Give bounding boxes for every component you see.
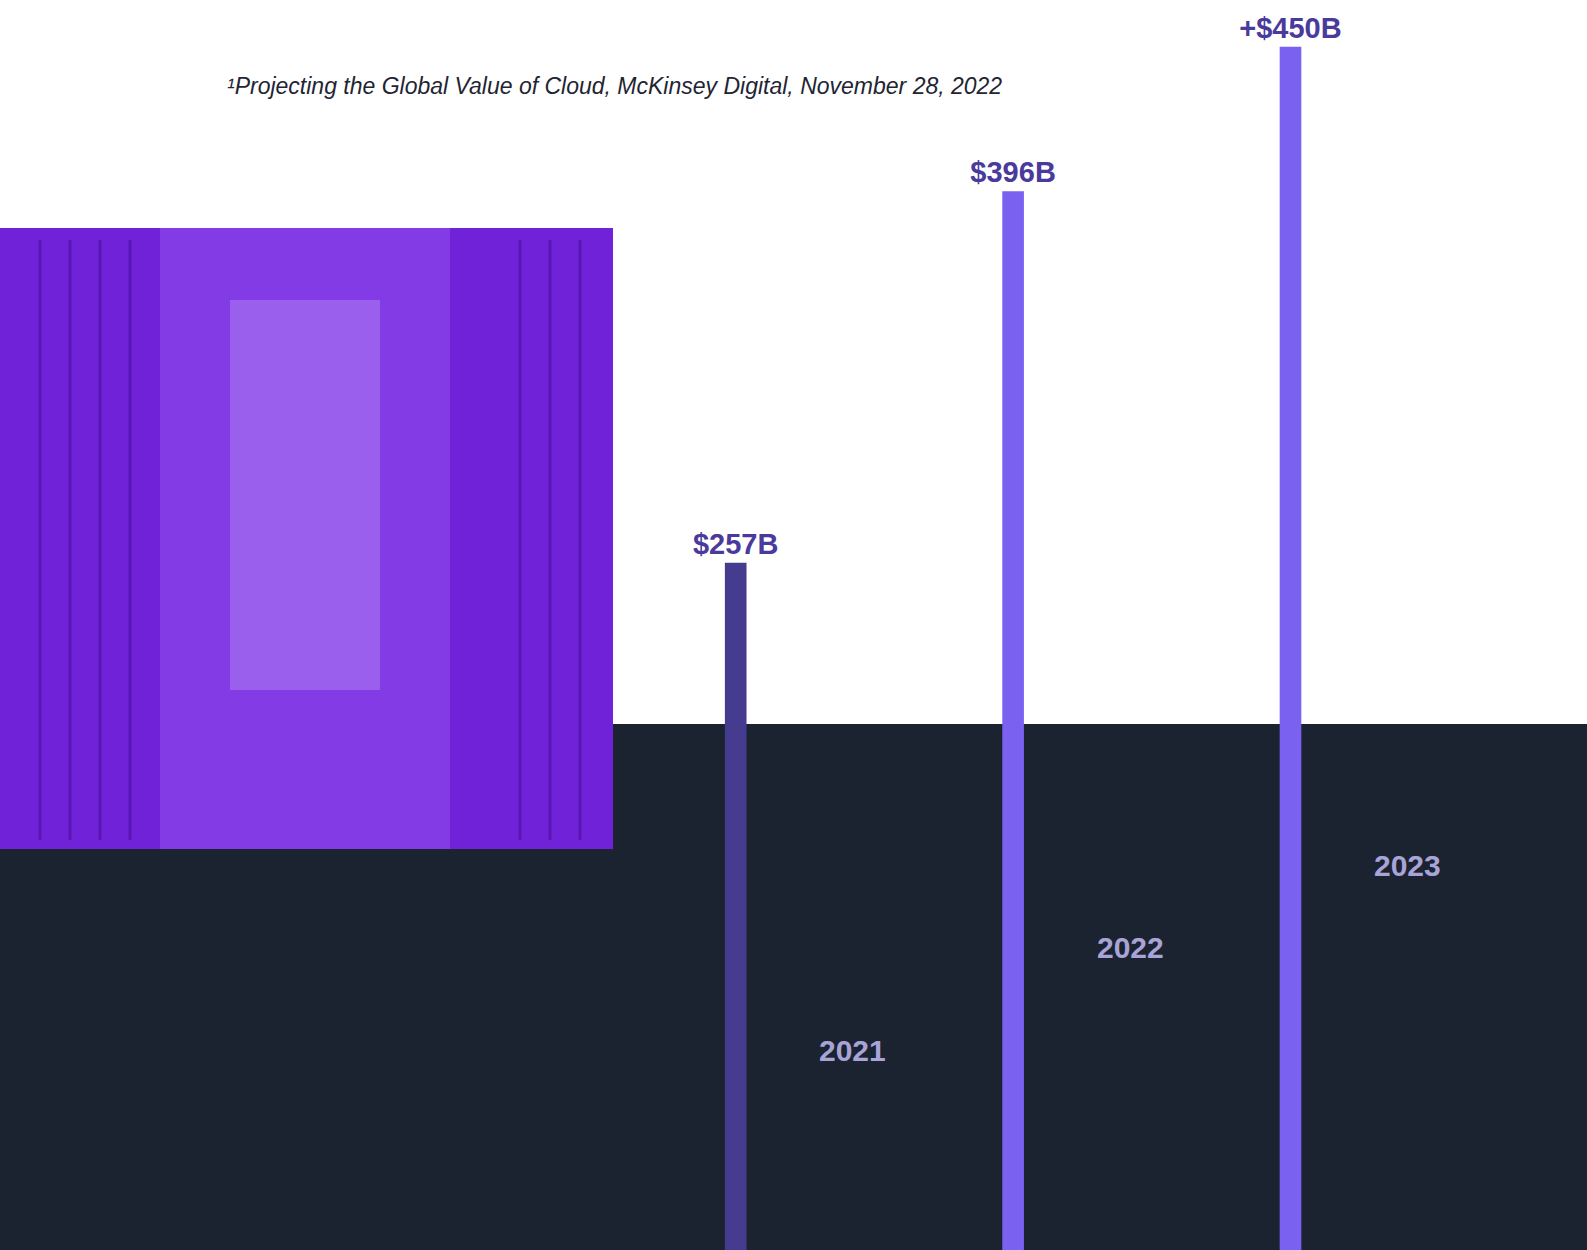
svg-text:+$450B: +$450B xyxy=(1239,12,1341,44)
svg-text:2022: 2022 xyxy=(1097,931,1164,964)
svg-text:$396B: $396B xyxy=(970,156,1055,188)
svg-text:$257B: $257B xyxy=(693,528,778,560)
svg-text:¹Projecting the Global Value o: ¹Projecting the Global Value of Cloud, M… xyxy=(227,73,1002,99)
svg-text:2023: 2023 xyxy=(1374,849,1441,882)
svg-text:2021: 2021 xyxy=(819,1034,886,1067)
